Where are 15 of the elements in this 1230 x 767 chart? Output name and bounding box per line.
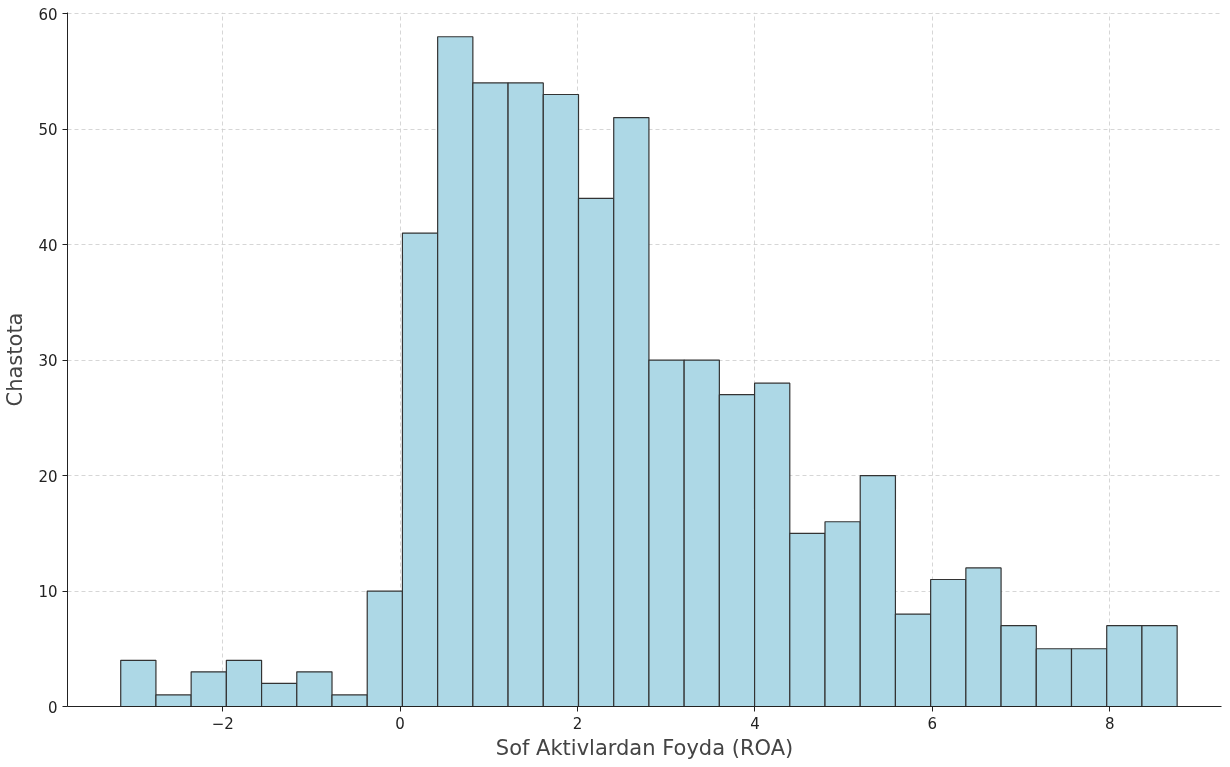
y-tick-label: 10: [38, 583, 58, 602]
y-axis-title: Chastota: [3, 312, 28, 407]
x-tick-label: 4: [750, 714, 760, 733]
y-tick-label: 40: [38, 236, 58, 255]
x-tick-label: −2: [211, 714, 234, 733]
y-tick-label: 60: [38, 5, 58, 24]
x-tick-label: 8: [1104, 714, 1115, 733]
x-tick-label: 2: [572, 714, 583, 733]
x-axis-title: Sof Aktivlardan Foyda (ROA): [495, 735, 794, 760]
y-tick-label: 50: [38, 121, 58, 140]
y-tick-label: 20: [38, 467, 58, 486]
y-tick-label: 30: [38, 352, 58, 371]
x-tick-label: 0: [395, 714, 405, 733]
y-tick-label: 0: [47, 698, 58, 717]
x-tick-label: 6: [927, 714, 938, 733]
